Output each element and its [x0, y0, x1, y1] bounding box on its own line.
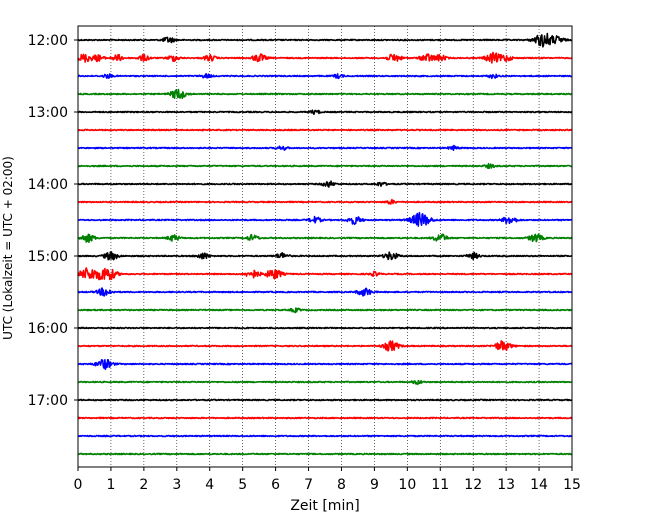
trace-1400 [77, 180, 573, 188]
trace-1600 [77, 326, 573, 330]
trace-1530 [77, 287, 573, 297]
x-tick-label: 0 [74, 477, 83, 493]
x-tick-label: 2 [139, 477, 148, 493]
x-tick-label: 10 [398, 477, 416, 493]
x-axis-label: Zeit [min] [290, 498, 359, 514]
x-tick-label: 8 [337, 477, 346, 493]
plot-frame [77, 25, 573, 468]
trace-1300 [77, 109, 573, 116]
x-tick-label: 1 [106, 477, 115, 493]
x-tick-label: 14 [530, 477, 548, 493]
trace-1515 [77, 267, 573, 281]
trace-1230 [77, 73, 573, 80]
y-axis: 12:00 13:00 14:00 15:00 16:00 17:00 [28, 33, 78, 409]
trace-1545 [77, 307, 573, 314]
trace-1245 [77, 88, 573, 100]
trace-1315 [77, 128, 573, 132]
trace-1645 [77, 379, 573, 386]
y-tick-label: 16:00 [28, 321, 68, 337]
traces [77, 32, 573, 456]
y-tick-label: 15:00 [28, 249, 68, 265]
x-tick-label: 11 [431, 477, 449, 493]
trace-1200 [77, 32, 573, 48]
x-tick-label: 3 [172, 477, 181, 493]
y-tick-label: 12:00 [28, 33, 68, 49]
trace-1715 [77, 416, 573, 420]
x-tick-label: 15 [563, 477, 581, 493]
x-tick-label: 6 [271, 477, 280, 493]
y-axis-label: UTC (Lokalzeit = UTC + 02:00) [1, 156, 15, 340]
trace-1745 [77, 452, 573, 456]
trace-1615 [77, 340, 573, 352]
x-tick-label: 12 [464, 477, 482, 493]
y-tick-label: 17:00 [28, 393, 68, 409]
trace-1630 [77, 358, 573, 371]
trace-1345 [77, 162, 573, 170]
y-tick-label: 13:00 [28, 105, 68, 121]
x-tick-label: 9 [370, 477, 379, 493]
trace-1445 [77, 233, 573, 244]
trace-1500 [77, 251, 573, 261]
y-tick-label: 14:00 [28, 177, 68, 193]
trace-1430 [77, 211, 573, 227]
x-tick-label: 13 [497, 477, 515, 493]
trace-1330 [77, 144, 573, 152]
x-tick-label: 7 [304, 477, 313, 493]
x-tick-label: 5 [238, 477, 247, 493]
trace-1415 [77, 198, 573, 205]
trace-1730 [77, 434, 573, 438]
x-axis: 0 1 2 3 4 5 6 7 8 9 10 11 12 13 14 15 [74, 467, 581, 493]
trace-1215 [77, 51, 573, 64]
trace-1700 [77, 398, 573, 402]
x-tick-label: 4 [205, 477, 214, 493]
